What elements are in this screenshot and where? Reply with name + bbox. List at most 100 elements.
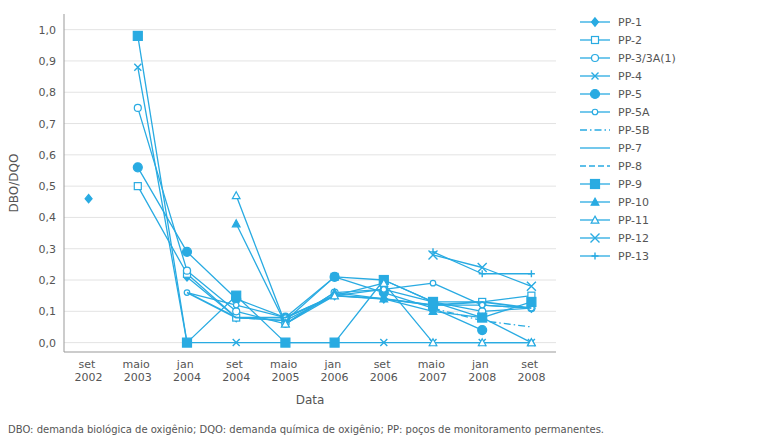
x-tick-label: maio 2003 [122,358,153,384]
grid [64,30,556,343]
series [232,220,535,346]
x-tick-label-line: 2005 [271,371,299,384]
grid-line [64,248,556,249]
point [134,104,141,111]
legend-label: PP-5B [618,124,650,137]
x-tick-label-line: 2008 [517,371,545,384]
point [527,297,536,306]
series [232,192,535,346]
point [380,339,387,346]
grid-line [64,123,556,124]
plot-area [85,31,536,347]
y-tick-label: 0,5 [39,180,57,193]
legend-label: PP-1 [618,16,642,29]
legend-label: PP-5 [618,88,642,101]
series [429,250,536,290]
point [232,291,241,300]
x-tick-label: jan 2008 [468,358,496,384]
x-tick-label: jan 2004 [173,358,201,384]
point [429,339,437,346]
x-tick-label-line: set [521,358,541,371]
x-tick-label-line: set [374,358,394,371]
series [184,280,534,320]
point [528,339,535,346]
point [478,314,486,321]
legend-marker [592,18,599,26]
point [134,64,141,71]
legend-label: PP-8 [618,160,642,173]
point [380,279,388,286]
series-line [433,255,531,286]
legend-label: PP-3/3A(1) [618,52,676,65]
x-tick-label-line: 2007 [419,371,447,384]
series [134,64,535,346]
chart: 0,00,10,20,30,40,50,60,70,80,91,0set 200… [0,0,774,441]
legend-label: PP-11 [618,214,649,227]
series [134,183,535,325]
legend-swatch [580,147,610,148]
x-axis-label: Data [296,393,325,407]
point [380,295,388,302]
x-tick-label: maio 2005 [270,358,301,384]
legend-marker [592,37,599,44]
grid-line [64,280,556,281]
point [331,292,339,299]
x-tick-label-line: maio [418,358,449,371]
point [429,297,438,306]
series [433,308,531,327]
legend-marker [591,90,600,99]
legend-swatch [580,129,610,130]
y-tick-label: 1,0 [39,24,57,37]
legend-marker [592,253,599,260]
grid-line [64,92,556,93]
point [233,302,239,308]
x-tick-label-line: 2008 [468,371,496,384]
x-tick-label-line: 2006 [321,371,349,384]
point [527,282,536,291]
point [479,302,485,308]
series [134,104,535,327]
y-tick-label: 0,4 [39,211,57,224]
x-tick-label-line: set [226,358,246,371]
legend-label: PP-7 [618,142,642,155]
point [233,339,240,346]
grid-line [64,29,556,30]
point [528,339,536,346]
grid-line [64,217,556,218]
legend-label: PP-13 [618,250,649,263]
point [133,31,142,40]
legend-label: PP-9 [618,178,642,191]
point [429,307,437,314]
y-axis-label: DBO/DQO [7,154,21,213]
series-line [138,67,532,342]
point [331,273,338,280]
x-tick-label-line: jan [176,358,197,371]
series-line [138,186,532,321]
point [430,298,437,305]
point [184,339,191,346]
point [430,298,437,305]
point [430,280,436,286]
point [282,320,290,327]
point [282,339,289,346]
series [430,248,535,277]
x-tick-label-line: 2003 [124,371,152,384]
y-tick-label: 0,3 [39,243,57,256]
legend-swatch [580,165,610,166]
legend-label: PP-12 [618,232,649,245]
point [478,326,487,335]
x-tick-label-line: maio [270,358,301,371]
point [430,248,437,255]
point [134,183,141,190]
x-tick-label-line: 2006 [370,371,398,384]
series-line [433,308,531,327]
point [282,320,290,327]
point [232,192,240,199]
point [330,338,339,347]
y-tick-label: 0,9 [39,55,57,68]
point [85,194,92,202]
point [479,270,486,277]
legend-marker [591,216,599,223]
y-tick-label: 0,2 [39,274,57,287]
series-line [236,196,531,343]
